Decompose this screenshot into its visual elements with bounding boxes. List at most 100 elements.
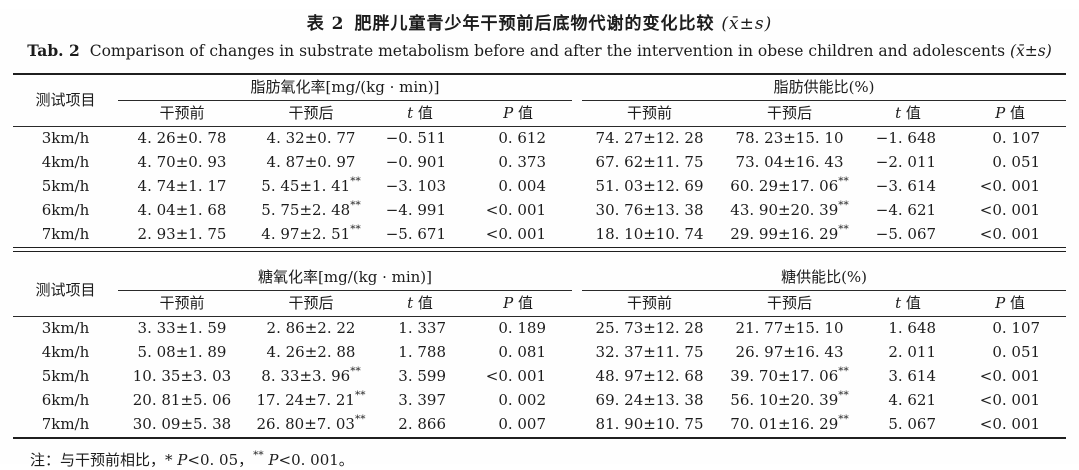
col-header-pre: 干预前 (118, 100, 246, 127)
row-label-speed: 6km/h (41, 201, 90, 220)
column-gap (572, 223, 582, 247)
table-title-en: Tab. 2 Comparison of changes in substrate… (0, 41, 1079, 60)
table-cell: 67. 62±11. 75 (595, 153, 704, 172)
table-cell: 2. 86±2. 22 (266, 319, 356, 338)
table-row: 5km/h 4. 74±1. 17 5. 45±1. 41** −3. 103 0. 0… (13, 175, 1066, 199)
table-cell: 0. 007 (498, 415, 547, 434)
table-cell: 60. 29±17. 06** (730, 175, 849, 196)
row-label-speed: 7km/h (41, 415, 90, 434)
row-label-speed: 5km/h (41, 367, 90, 386)
table-number-zh: 表 2 (306, 14, 345, 34)
table-cell: −0. 511 (385, 129, 446, 148)
table-cell: <0. 001 (485, 225, 547, 244)
column-gap (572, 265, 583, 317)
col-header-p-value: P 值 (954, 100, 1067, 127)
table-cell: 5. 75±2. 48** (261, 199, 361, 220)
table-cell: 1. 648 (888, 319, 937, 338)
table-cell: 4. 621 (888, 391, 937, 410)
col-header-test-item: 测试项目 (13, 265, 118, 317)
table-cell: 0. 004 (498, 177, 547, 196)
table-cell: −3. 614 (875, 177, 937, 196)
table-cell: 29. 99±16. 29** (730, 223, 849, 244)
col-header-post: 干预后 (717, 100, 863, 127)
table-cell: <0. 001 (979, 201, 1041, 220)
mean-sd-notation-en: (x̄±s) (1010, 42, 1052, 60)
table-cell: 17. 24±7. 21** (256, 389, 366, 410)
table-cell: 26. 97±16. 43 (735, 343, 844, 362)
table-cell: 10. 35±3. 03 (132, 367, 232, 386)
col-header-p-value: P 值 (954, 290, 1067, 317)
column-gap (572, 74, 583, 127)
row-label-speed: 6km/h (41, 391, 90, 410)
column-gap (572, 317, 582, 342)
table-footnote: 注：与干预前相比，* P<0. 05，** P<0. 001。 (30, 449, 354, 469)
table-cell: 3. 599 (398, 367, 446, 386)
column-gap (572, 199, 582, 223)
table-row: 5km/h 10. 35±3. 03 8. 33±3. 96** 3. 599 <0. … (13, 365, 1066, 389)
table-cell: −4. 621 (875, 201, 937, 220)
table-cell: 2. 866 (398, 415, 446, 434)
table-cell: 4. 04±1. 68 (137, 201, 227, 220)
table-cell: 5. 45±1. 41** (261, 175, 361, 196)
table-cell: 8. 33±3. 96** (261, 365, 361, 386)
table-cell: 18. 10±10. 74 (595, 225, 704, 244)
table-cell: 5. 067 (888, 415, 937, 434)
table-row: 4km/h 4. 70±0. 93 4. 87±0. 97 −0. 901 0. 373… (13, 151, 1066, 175)
table-cell: 30. 76±13. 38 (595, 201, 704, 220)
col-header-post: 干预后 (246, 290, 376, 317)
table-cell: 0. 051 (992, 343, 1041, 362)
row-label-speed: 5km/h (41, 177, 90, 196)
table-cell: 20. 81±5. 06 (132, 391, 232, 410)
row-label-speed: 7km/h (41, 225, 90, 244)
table-cell: 69. 24±13. 38 (595, 391, 704, 410)
col-header-t-value: t 值 (862, 290, 955, 317)
table-cell: 26. 80±7. 03** (256, 413, 366, 434)
table-cell: 3. 33±1. 59 (137, 319, 227, 338)
table-row: 7km/h 30. 09±5. 38 26. 80±7. 03** 2. 866 0. … (13, 413, 1066, 438)
table-cell: 51. 03±12. 69 (595, 177, 704, 196)
table-cell: <0. 001 (979, 225, 1041, 244)
table-cell: −3. 103 (385, 177, 446, 196)
table-cell: 74. 27±12. 28 (595, 129, 704, 148)
table-cell: 4. 32±0. 77 (266, 129, 356, 148)
row-label-speed: 3km/h (41, 319, 90, 338)
table-cell: 0. 107 (992, 319, 1041, 338)
table-cell: −5. 671 (385, 225, 446, 244)
column-gap (572, 127, 582, 152)
paper-table-page: 表 2 肥胖儿童青少年干预前后底物代谢的变化比较 (x̄±s) Tab. 2 Com… (0, 9, 1079, 469)
col-header-post: 干预后 (717, 290, 863, 317)
row-label-speed: 4km/h (41, 153, 90, 172)
table-cell: 43. 90±20. 39** (730, 199, 849, 220)
table-cell: 73. 04±16. 43 (735, 153, 844, 172)
table-cell: 0. 612 (498, 129, 547, 148)
col-header-t-value: t 值 (376, 290, 464, 317)
table-cell: 70. 01±16. 29** (730, 413, 849, 434)
table-cell: −1. 648 (875, 129, 937, 148)
table-row: 6km/h 20. 81±5. 06 17. 24±7. 21** 3. 397 0. … (13, 389, 1066, 413)
row-label-speed: 4km/h (41, 343, 90, 362)
col-header-p-value: P 值 (464, 290, 573, 317)
group-header-fat-oxidation: 脂肪氧化率[mg/(kg · min)] (118, 74, 573, 101)
group-header-fat-energy-ratio: 脂肪供能比(%) (582, 74, 1067, 101)
table-cell: 1. 337 (398, 319, 446, 338)
table-cell: 0. 373 (498, 153, 547, 172)
table-row: 6km/h 4. 04±1. 68 5. 75±2. 48** −4. 991 <0. … (13, 199, 1066, 223)
table-cell: −2. 011 (875, 153, 937, 172)
column-gap (572, 389, 582, 413)
table-cell: 2. 93±1. 75 (137, 225, 227, 244)
table-row: 3km/h 3. 33±1. 59 2. 86±2. 22 1. 337 0. 189 2… (13, 317, 1066, 342)
table-cell: 3. 397 (398, 391, 446, 410)
table-cell: <0. 001 (979, 177, 1041, 196)
table-cell: 48. 97±12. 68 (595, 367, 704, 386)
table-cell: 4. 74±1. 17 (137, 177, 227, 196)
table-cell: 4. 97±2. 51** (261, 223, 361, 244)
table-title-zh: 表 2 肥胖儿童青少年干预前后底物代谢的变化比较 (x̄±s) (0, 9, 1079, 34)
table-cell: 0. 002 (498, 391, 547, 410)
table-cell: <0. 001 (485, 367, 547, 386)
row-label-speed: 3km/h (41, 129, 90, 148)
carbohydrate-metabolism-table: 测试项目 糖氧化率[mg/(kg · min)] 糖供能比(%) 干预前 干预后… (13, 265, 1067, 439)
table-row: 3km/h 4. 26±0. 78 4. 32±0. 77 −0. 511 0. 612… (13, 127, 1066, 152)
table-divider-rule (13, 247, 1066, 252)
table-cell: 0. 107 (992, 129, 1041, 148)
column-gap (572, 413, 582, 438)
